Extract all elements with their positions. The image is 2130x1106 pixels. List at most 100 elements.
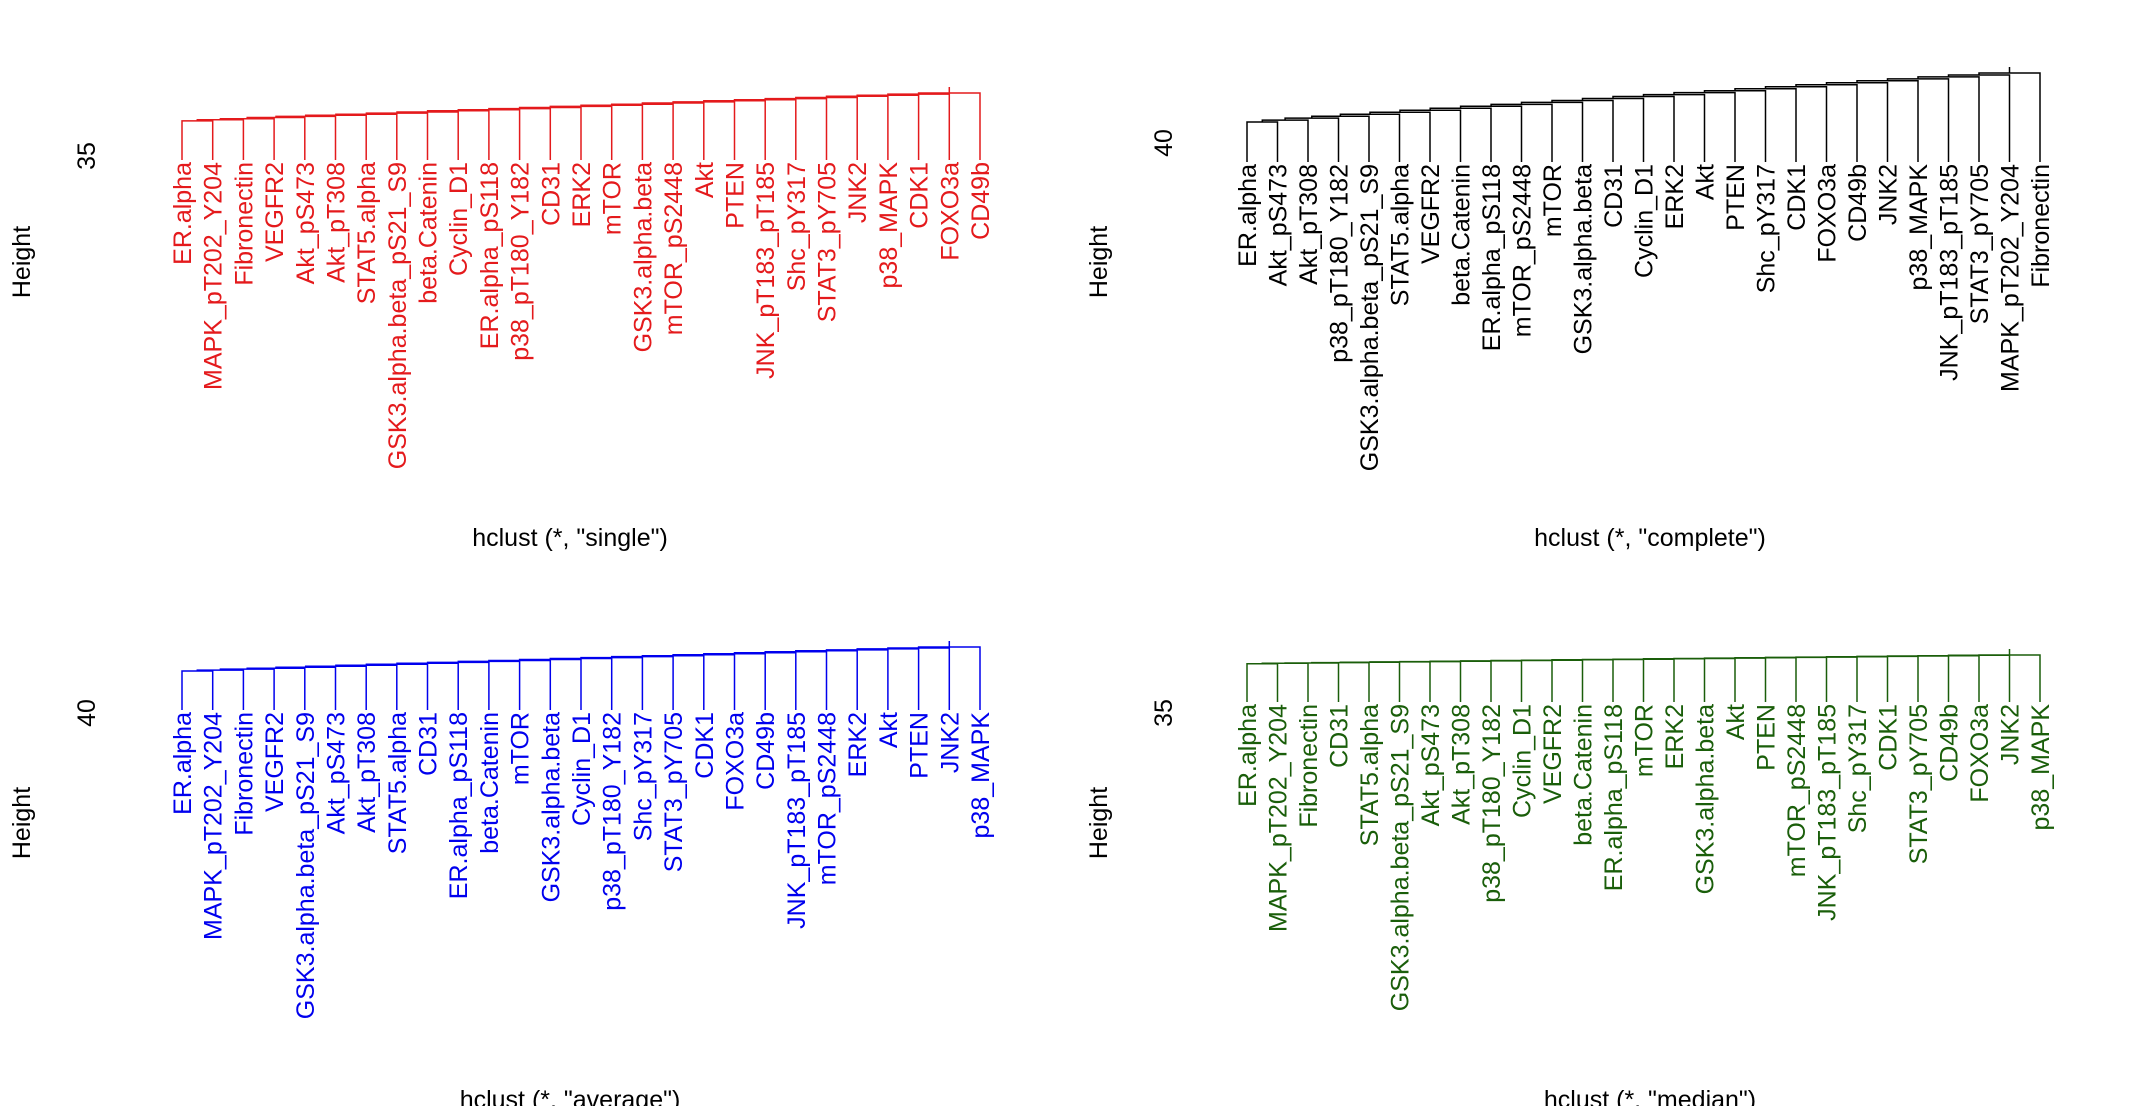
leaf-label: beta.Catenin bbox=[1448, 164, 1476, 306]
merge-branch bbox=[246, 116, 306, 150]
leaf-label: CD49b bbox=[1844, 164, 1872, 242]
merge-branch bbox=[246, 667, 306, 700]
leaf-label: VEGFR2 bbox=[1417, 164, 1445, 264]
leaf-label: CD31 bbox=[415, 712, 443, 776]
leaf-label: ER.alpha_pS118 bbox=[1600, 704, 1628, 891]
leaf-label: ERK2 bbox=[568, 162, 596, 227]
leaf-label: p38_pT180_Y182 bbox=[507, 162, 535, 361]
leaf-label: ER.alpha bbox=[169, 712, 197, 815]
merge-branch bbox=[1246, 121, 1279, 152]
leaf-label: beta.Catenin bbox=[415, 162, 443, 304]
leaf-label: Shc_pY317 bbox=[629, 712, 657, 841]
leaf-label: p38_pT180_Y182 bbox=[1478, 704, 1506, 903]
leaf-label: mTOR bbox=[507, 712, 535, 785]
leaf-label: Akt bbox=[875, 712, 903, 748]
leaf-label: ER.alpha_pS118 bbox=[445, 712, 473, 899]
merge-branch bbox=[1339, 661, 1401, 692]
merge-branch bbox=[1261, 119, 1309, 152]
leaf-label: CD31 bbox=[1600, 164, 1628, 228]
leaf-labels-single: ER.alpha MAPK_pT202_Y204 Fibronectin VEGFR2… bbox=[169, 162, 995, 470]
leaf-label: STAT5.alpha bbox=[1356, 704, 1384, 846]
leaf-label: CD49b bbox=[967, 162, 995, 240]
leaf-label: CDK1 bbox=[691, 712, 719, 779]
leaf-label: Cyclin_D1 bbox=[568, 712, 596, 826]
dendrogram-panel-complete: Height 40 hclust (*, "complete") ER.alph… bbox=[1085, 67, 2055, 552]
x-axis-label-complete: hclust (*, "complete") bbox=[1534, 524, 1766, 552]
merge-branch bbox=[196, 119, 245, 150]
leaf-label: PTEN bbox=[1753, 704, 1781, 771]
leaf-label: Akt_pT308 bbox=[1448, 704, 1476, 825]
leaf-label: ERK2 bbox=[1661, 164, 1689, 229]
leaf-label: MAPK_pT202_Y204 bbox=[1997, 164, 2025, 392]
leaf-label: Akt_pT308 bbox=[323, 162, 351, 283]
leaf-label: STAT5.alpha bbox=[384, 712, 412, 854]
y-axis-label-complete: Height bbox=[1085, 226, 1113, 298]
y-tick-label-complete: 40 bbox=[1150, 129, 1178, 157]
branches-complete bbox=[1246, 67, 2041, 162]
leaf-label: FOXO3a bbox=[722, 712, 750, 811]
leaf-label: Cyclin_D1 bbox=[1509, 704, 1537, 818]
leaf-label: mTOR_pS2448 bbox=[660, 162, 688, 335]
leaf-label: CDK1 bbox=[1875, 704, 1903, 771]
leaf-label: ER.alpha_pS118 bbox=[476, 162, 504, 349]
leaf-label: Fibronectin bbox=[230, 712, 258, 836]
leaf-label: p38_pT180_Y182 bbox=[1326, 164, 1354, 363]
merge-branch bbox=[1284, 117, 1340, 152]
leaf-label: CD49b bbox=[1936, 704, 1964, 782]
leaf-label: JNK_pT183_pT185 bbox=[783, 712, 811, 929]
leaf-label: Akt_pS473 bbox=[1417, 704, 1445, 826]
x-axis-label-average: hclust (*, "average") bbox=[460, 1086, 681, 1106]
leaf-label: mTOR_pS2448 bbox=[1783, 704, 1811, 877]
leaf-label: Akt bbox=[691, 162, 719, 198]
leaf-label: STAT3_pY705 bbox=[660, 712, 688, 872]
merge-branch bbox=[219, 117, 275, 150]
leaf-label: CD49b bbox=[752, 712, 780, 790]
merge-branch bbox=[1311, 661, 1370, 692]
leaf-label: GSK3.alpha.beta_pS21_S9 bbox=[384, 162, 412, 469]
merge-branch bbox=[275, 115, 337, 150]
x-axis-label-median: hclust (*, "median") bbox=[1544, 1086, 1756, 1106]
leaf-label: JNK2 bbox=[1875, 164, 1903, 225]
leaf-label: p38_MAPK bbox=[1905, 164, 1933, 291]
branches-single bbox=[181, 87, 981, 160]
leaf-label: GSK3.alpha.beta bbox=[1570, 164, 1598, 355]
leaf-label: CD31 bbox=[1326, 704, 1354, 768]
leaf-label: Akt bbox=[1722, 704, 1750, 740]
leaf-label: mTOR bbox=[1539, 164, 1567, 237]
leaf-label: JNK2 bbox=[1997, 704, 2025, 765]
branches-median bbox=[1246, 649, 2041, 702]
merge-branch bbox=[1284, 662, 1340, 692]
leaf-label: MAPK_pT202_Y204 bbox=[1265, 704, 1293, 932]
leaf-label: MAPK_pT202_Y204 bbox=[200, 712, 228, 940]
leaf-label: VEGFR2 bbox=[261, 162, 289, 262]
leaf-label: ER.alpha_pS118 bbox=[1478, 164, 1506, 351]
y-tick-label-average: 40 bbox=[73, 699, 101, 727]
leaf-label: MAPK_pT202_Y204 bbox=[200, 162, 228, 390]
leaf-label: ER.alpha bbox=[169, 162, 197, 265]
leaf-label: VEGFR2 bbox=[1539, 704, 1567, 804]
leaf-label: Akt bbox=[1692, 164, 1720, 200]
leaf-label: Cyclin_D1 bbox=[1631, 164, 1659, 278]
leaf-label: Akt_pS473 bbox=[292, 162, 320, 284]
y-tick-label-median: 35 bbox=[1150, 699, 1178, 727]
dendrogram-panel-average: Height 40 hclust (*, "average") ER.alpha… bbox=[8, 641, 995, 1106]
leaf-labels-average: ER.alpha MAPK_pT202_Y204 Fibronectin VEGFR2… bbox=[169, 712, 995, 1020]
leaf-label: GSK3.alpha.beta bbox=[1692, 704, 1720, 895]
branches-average bbox=[181, 641, 981, 710]
leaf-label: STAT3_pY705 bbox=[814, 162, 842, 322]
leaf-label: GSK3.alpha.beta_pS21_S9 bbox=[292, 712, 320, 1019]
merge-branch bbox=[181, 670, 214, 700]
leaf-label: GSK3.alpha.beta_pS21_S9 bbox=[1387, 704, 1415, 1011]
merge-branch bbox=[1261, 662, 1309, 692]
leaf-label: mTOR_pS2448 bbox=[1509, 164, 1537, 337]
merge-branch bbox=[275, 666, 337, 700]
leaf-label: Akt_pS473 bbox=[1265, 164, 1293, 286]
leaf-label: JNK_pT183_pT185 bbox=[1814, 704, 1842, 921]
leaf-label: STAT3_pY705 bbox=[1966, 164, 1994, 324]
merge-branch bbox=[1311, 115, 1370, 152]
leaf-label: p38_MAPK bbox=[875, 162, 903, 289]
dendrogram-panel-median: Height 35 hclust (*, "median") ER.alpha M… bbox=[1085, 649, 2055, 1106]
leaf-label: mTOR_pS2448 bbox=[814, 712, 842, 885]
leaf-label: VEGFR2 bbox=[261, 712, 289, 812]
leaf-label: Shc_pY317 bbox=[783, 162, 811, 291]
